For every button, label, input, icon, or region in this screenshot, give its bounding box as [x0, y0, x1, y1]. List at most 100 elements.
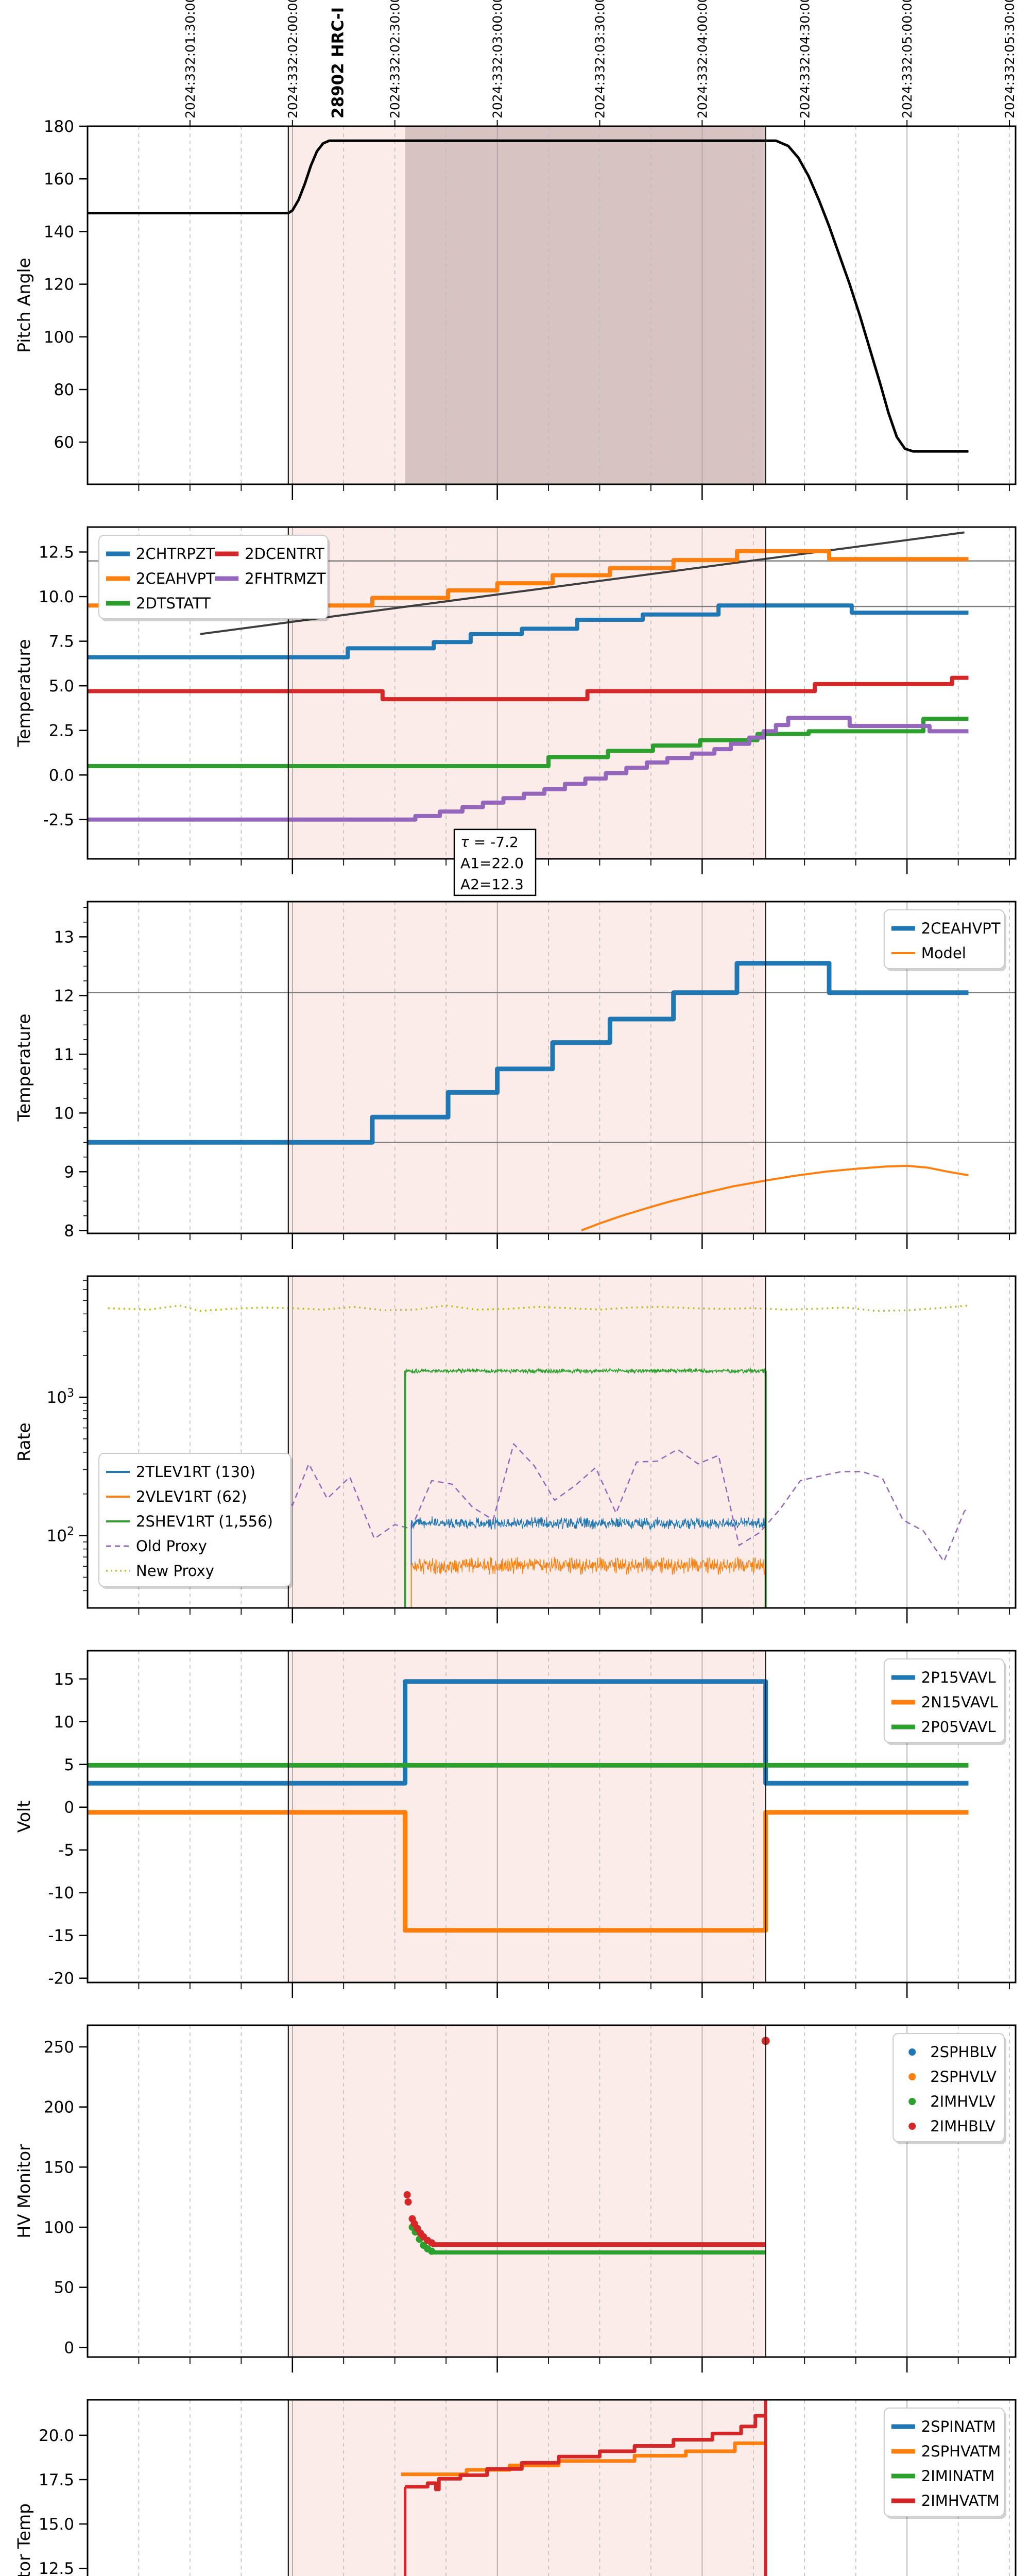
legend-label: New Proxy	[136, 1562, 214, 1580]
y-tick-label: 60	[54, 433, 74, 452]
legend-label: Model	[921, 944, 966, 962]
top-date-label: 2024:332:05:00:00.000	[900, 0, 915, 118]
y-tick-label: 12.5	[39, 543, 74, 562]
legend-label: 2DTSTATT	[136, 595, 211, 612]
series-2IMHVLV-head	[428, 2247, 436, 2255]
y-tick-label: 15	[54, 1670, 74, 1689]
y-tick-label: 20.0	[39, 2427, 74, 2445]
y-axis-label: Rate	[14, 1422, 34, 1462]
series-2CHTRPZT	[88, 603, 969, 659]
y-tick-label: 11	[54, 1045, 74, 1064]
y-tick-label: 0	[64, 2338, 74, 2357]
series-2IMHBLV-head	[403, 2191, 411, 2198]
annotation-box: τ = -7.2 A1=22.0 A2=12.3	[453, 828, 537, 896]
maneuver-dark-region	[405, 126, 766, 484]
legend-label: 2DCENTRT	[245, 545, 324, 563]
legend-label: 2CEAHVPT	[136, 570, 215, 587]
legend-label: 2N15VAVL	[921, 1693, 998, 1711]
legend: 2SPINATM 2SPHVATM 2IMINATM 2IMHVATM	[883, 2408, 1006, 2519]
y-tick-label: -5	[58, 1841, 74, 1860]
series-2IMHVATM	[405, 2414, 766, 2492]
top-date-label: 2024:332:02:00:00.000	[285, 0, 300, 118]
annotation-line: τ = -7.2	[460, 834, 519, 851]
series-2N15VAVL	[88, 1810, 969, 1933]
plot-temperature-cea: 8 9 10 11 12 13 Temperature 2CEAHVPT Model	[14, 901, 1017, 1249]
y-tick-label: 180	[44, 117, 74, 136]
y-tick-label: 0.0	[49, 766, 74, 785]
legend: 2CEAHVPT Model	[883, 909, 1006, 971]
science-shaded-region	[288, 1651, 766, 1982]
series-model-line	[200, 531, 965, 635]
y-tick-label: 103	[47, 1387, 74, 1407]
plot-frame	[87, 2399, 1017, 2576]
annotation-line: A2=12.3	[460, 876, 524, 893]
y-tick-label: 10	[54, 1104, 74, 1123]
plot-frame	[87, 1650, 1017, 1984]
plot-pitch-angle: 60 80 100 120 140 160 180 Pitch Angle	[14, 117, 1017, 500]
legend-box	[98, 1453, 291, 1587]
y-tick-label: 150	[44, 2158, 74, 2177]
legend-label: 2P15VAVL	[921, 1669, 996, 1686]
legend-label: 2SHEV1RT (1,556)	[136, 1513, 273, 1530]
legend-label: 2P05VAVL	[921, 1718, 996, 1736]
y-axis-label: Temperature	[14, 1013, 34, 1122]
legend-label: 2IMHVATM	[921, 2492, 1000, 2510]
series-2CEAHVPT	[88, 549, 969, 608]
y-tick-label: 10.0	[39, 588, 74, 606]
series-2SPHVATM	[401, 2441, 766, 2477]
plot-rate: 102 103 Rate 2TLEV1RT (130) 2VLEV1RT (62) 2SH…	[14, 1275, 1017, 1623]
series-2CEAHVPT	[88, 961, 969, 1145]
legend-label: 2SPHBLV	[930, 2043, 997, 2061]
y-tick-label: 13	[54, 928, 74, 946]
legend-marker-dot	[908, 2098, 916, 2105]
y-tick-label: 102	[47, 1526, 74, 1546]
top-date-label: 2024:332:04:30:00.000	[797, 0, 812, 118]
legend-label: 2IMHVLV	[930, 2093, 995, 2110]
y-tick-label: 8	[64, 1222, 74, 1240]
y-tick-label: -15	[48, 1927, 74, 1945]
y-tick-label: 17.5	[39, 2471, 74, 2489]
series-2P15VAVL	[88, 1679, 969, 1786]
legend-label: 2SPINATM	[921, 2418, 996, 2435]
science-shaded-region	[288, 2025, 766, 2357]
legend-marker-dot	[908, 2123, 916, 2130]
y-tick-label: 250	[44, 2038, 74, 2057]
y-tick-label: 15.0	[39, 2515, 74, 2534]
top-date-label: 2024:332:03:00:00.000	[490, 0, 505, 118]
legend-label: 2IMINATM	[921, 2467, 995, 2485]
series-2DCENTRT	[88, 675, 969, 702]
y-tick-label: 200	[44, 2098, 74, 2117]
y-tick-label: 10	[54, 1713, 74, 1732]
legend-label: 2FHTRMZT	[245, 570, 326, 587]
plot-volt: -20 -15 -10 -5 0 5 10 15 Volt 2P15VAVL 2N15VAVL 2P0…	[14, 1650, 1017, 1998]
legend-label: 2CEAHVPT	[921, 920, 1001, 937]
top-date-label: 2024:332:01:30:00.000	[183, 0, 198, 118]
y-tick-label: 80	[54, 381, 74, 399]
y-axis-label: Pitch Angle	[14, 258, 34, 353]
series-2IMHBLV-head	[404, 2198, 412, 2206]
series-2IMHBLV-head	[428, 2239, 436, 2247]
y-tick-label: 9	[64, 1163, 74, 1181]
y-tick-label: 160	[44, 170, 74, 189]
y-tick-label: 120	[44, 276, 74, 294]
y-tick-label: 7.5	[49, 633, 74, 651]
series-2TLEV1RT	[410, 1516, 766, 1530]
y-tick-label: 50	[54, 2279, 74, 2297]
legend-marker-dot	[908, 2073, 916, 2080]
top-date-label: 2024:332:04:00:00.000	[695, 0, 710, 118]
y-axis-label: Detector Temp	[14, 2503, 34, 2576]
legend-label: Old Proxy	[136, 1537, 207, 1555]
plot-frame	[87, 2024, 1017, 2358]
plot-frame	[87, 526, 1017, 860]
legend-label: 2VLEV1RT (62)	[136, 1488, 247, 1505]
legend-label: 2TLEV1RT (130)	[136, 1463, 255, 1481]
series-2VLEV1RT	[410, 1556, 766, 1575]
top-axis: 2024:332:01:30:00.000 2024:332:02:00:00.0…	[183, 0, 1017, 118]
legend: 2CHTRPZT 2CEAHVPT 2DTSTATT 2DCENTRT 2FHTRMZT	[98, 535, 330, 621]
series-New Proxy	[108, 1304, 969, 1312]
legend-label: 2SPHVATM	[921, 2443, 1001, 2460]
legend-label: 2SPHVLV	[930, 2068, 997, 2086]
